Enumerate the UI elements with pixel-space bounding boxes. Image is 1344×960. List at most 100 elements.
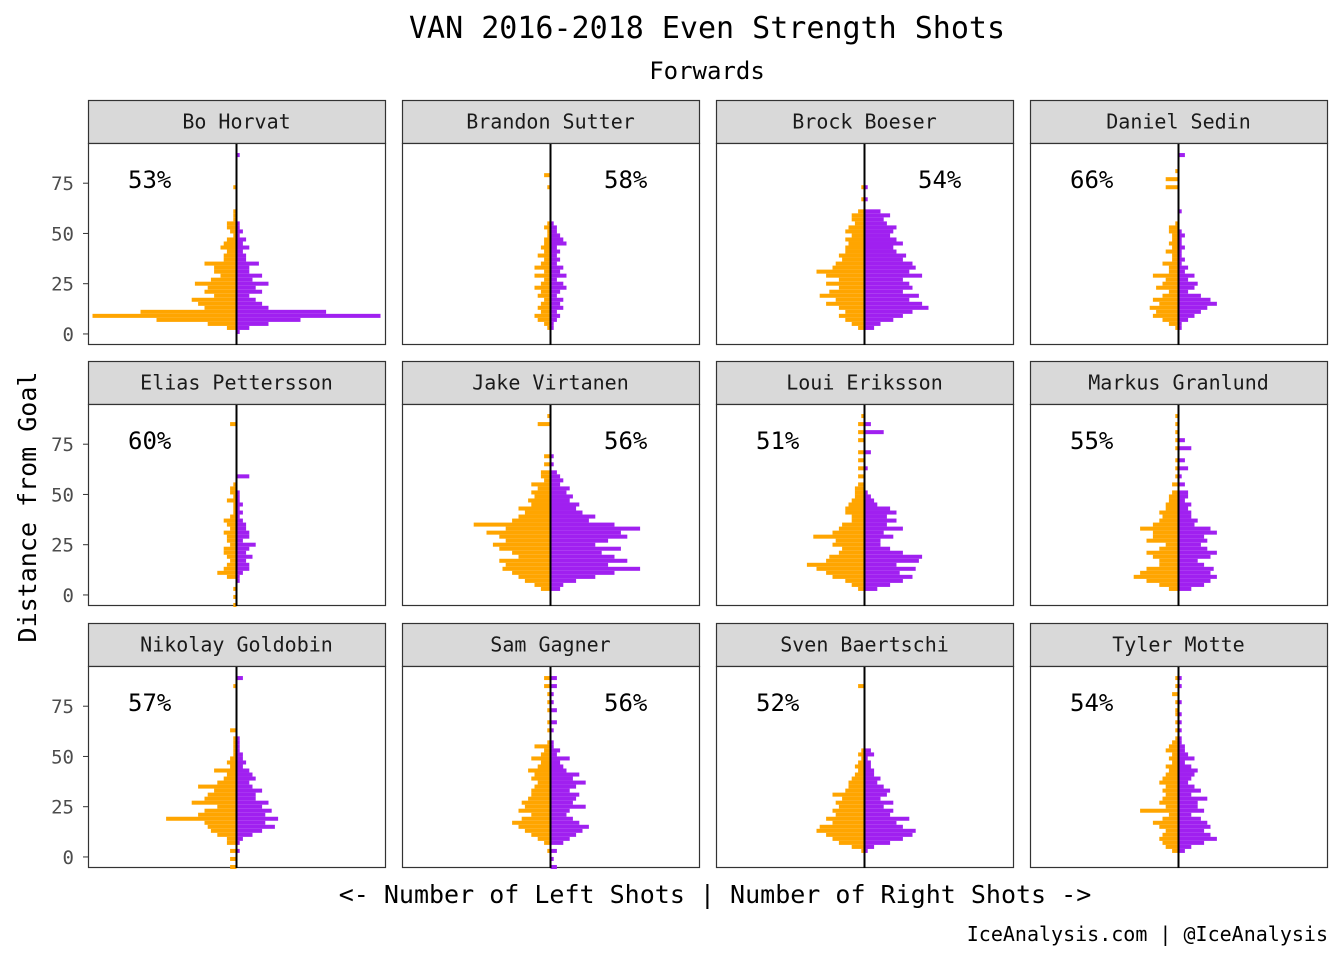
left-shot-bar (819, 293, 865, 298)
right-shot-bar (1178, 257, 1185, 262)
right-shot-bar (864, 233, 891, 238)
left-shot-bar (838, 253, 865, 258)
left-shot-bar (858, 586, 865, 591)
left-shot-bar (1159, 836, 1179, 841)
panel-percentage: 52% (756, 689, 800, 717)
left-shot-bar (1152, 820, 1179, 825)
left-shot-bar (816, 828, 865, 833)
right-shot-bar (1178, 474, 1182, 479)
left-shot-bar (848, 225, 865, 230)
right-shot-bar (864, 273, 923, 278)
left-shot-bar (835, 297, 865, 302)
right-shot-bar (236, 788, 263, 793)
left-shot-bar (851, 321, 865, 326)
panel-percentage: 54% (1070, 689, 1114, 717)
right-shot-bar (1178, 241, 1182, 246)
left-shot-bar (1172, 490, 1179, 495)
panel-nikolay-goldobin: Nikolay Goldobin 57% 0 25 50 75 (51, 622, 387, 870)
left-shot-bar (226, 237, 237, 242)
right-shot-bar (236, 578, 240, 583)
left-shot-bar (819, 824, 865, 829)
panel-percentage: 57% (128, 689, 172, 717)
right-shot-bar (550, 812, 567, 817)
left-shot-bar (826, 281, 865, 286)
right-shot-bar (864, 514, 887, 519)
right-shot-bar (550, 586, 561, 591)
right-shot-bar (550, 269, 561, 274)
left-shot-bar (835, 812, 865, 817)
left-shot-bar (230, 848, 237, 853)
right-shot-bar (1178, 281, 1198, 286)
panel-sven-baertschi: Sven Baertschi 52% (715, 622, 1015, 869)
right-shot-bar (1178, 518, 1198, 523)
right-shot-bar (550, 221, 554, 226)
panel-markus-granlund: Markus Granlund 55% (1029, 360, 1329, 607)
left-shot-bar (505, 538, 551, 543)
left-shot-bar (528, 768, 551, 773)
left-shot-bar (858, 450, 865, 455)
right-shot-bar (1178, 301, 1217, 306)
right-shot-bar (236, 676, 243, 681)
left-shot-bar (1133, 574, 1179, 579)
left-shot-bar (1168, 812, 1179, 817)
right-shot-bar (236, 249, 243, 254)
right-shot-bar (1178, 728, 1182, 733)
left-shot-bar (544, 478, 551, 483)
right-shot-bar (864, 265, 916, 270)
y-tick-label: 75 (51, 173, 74, 195)
panel-title: Nikolay Goldobin (140, 633, 333, 657)
left-shot-bar (854, 490, 865, 495)
left-shot-bar (1156, 309, 1179, 314)
left-shot-bar (858, 768, 865, 773)
right-shot-bar (1178, 566, 1214, 571)
left-shot-bar (233, 494, 237, 499)
right-shot-bar (1178, 820, 1208, 825)
right-shot-bar (864, 229, 894, 234)
left-shot-bar (1165, 792, 1179, 797)
right-shot-bar (236, 744, 240, 749)
left-shot-bar (226, 534, 237, 539)
left-shot-bar (544, 237, 551, 242)
left-shot-bar (204, 820, 237, 825)
right-shot-bar (236, 265, 250, 270)
left-shot-bar (829, 289, 865, 294)
panel-percentage: 56% (604, 689, 648, 717)
right-shot-bar (550, 684, 557, 689)
right-shot-bar (550, 856, 554, 861)
left-shot-bar (191, 800, 237, 805)
left-shot-bar (832, 265, 865, 270)
left-shot-bar (233, 502, 237, 507)
left-shot-bar (1159, 546, 1179, 551)
right-shot-bar (1178, 760, 1185, 765)
right-shot-bar (550, 261, 557, 266)
right-shot-bar (864, 586, 878, 591)
left-shot-bar (1159, 800, 1179, 805)
right-shot-bar (864, 760, 871, 765)
right-shot-bar (236, 772, 253, 777)
left-shot-bar (540, 289, 551, 294)
x-axis-label: <- Number of Left Shots | Number of Righ… (339, 880, 1092, 909)
left-shot-bar (1162, 293, 1179, 298)
right-shot-bar (550, 692, 554, 697)
left-shot-bar (512, 518, 551, 523)
left-shot-bar (230, 728, 237, 733)
left-shot-bar (826, 832, 865, 837)
y-tick-label: 50 (51, 223, 74, 245)
panel-title: Brandon Sutter (466, 110, 635, 134)
left-shot-bar (547, 740, 551, 745)
panel-strip (87, 99, 387, 145)
left-shot-bar (1175, 422, 1179, 427)
left-shot-bar (512, 550, 551, 555)
panel-brock-boeser: Brock Boeser 54% (715, 99, 1015, 346)
right-shot-bar (1178, 840, 1205, 845)
left-shot-bar (858, 422, 865, 427)
right-shot-bar (550, 249, 561, 254)
right-shot-bar (864, 494, 871, 499)
left-shot-bar (226, 498, 237, 503)
left-shot-bar (210, 828, 237, 833)
left-shot-bar (233, 217, 237, 222)
right-shot-bar (550, 514, 596, 519)
right-shot-bar (864, 217, 884, 222)
left-shot-bar (851, 844, 865, 849)
right-shot-bar (1178, 720, 1182, 725)
